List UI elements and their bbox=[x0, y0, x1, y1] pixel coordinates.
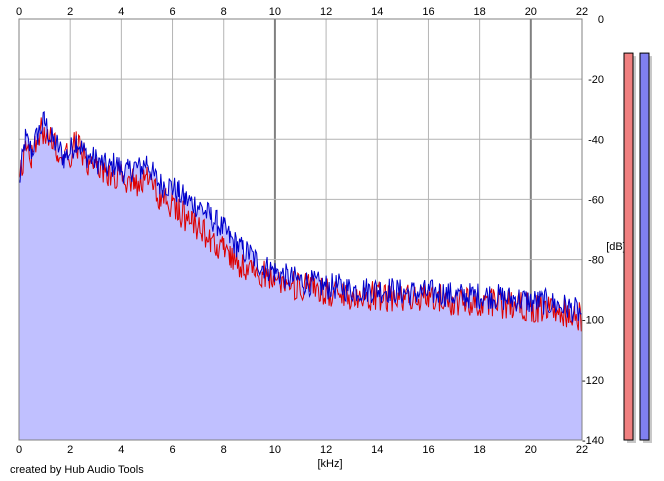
series-1-line bbox=[18, 111, 583, 323]
x-tick-label-top: 8 bbox=[221, 6, 227, 18]
y-ticks: 0 -20 -40 -60 -80 -100 -120 -140 bbox=[582, 14, 604, 447]
x-tick-label-top: 0 bbox=[16, 6, 22, 18]
y-tick-label: -60 bbox=[588, 194, 604, 206]
x-tick-label-bottom: 14 bbox=[371, 444, 383, 456]
x-tick-label-top: 18 bbox=[474, 6, 486, 18]
x-ticks-top: 0 2 4 6 8 10 12 14 16 18 20 22 bbox=[16, 6, 588, 18]
x-unit-label: [kHz] bbox=[317, 458, 342, 470]
plot-frame bbox=[18, 18, 583, 441]
credit-text: created by Hub Audio Tools bbox=[10, 464, 144, 476]
series-layer bbox=[18, 111, 583, 441]
x-tick-label-top: 16 bbox=[422, 6, 434, 18]
y-tick-label: -120 bbox=[582, 375, 604, 387]
x-tick-label-bottom: 22 bbox=[576, 444, 588, 456]
x-tick-label-bottom: 12 bbox=[320, 444, 332, 456]
x-tick-label-top: 10 bbox=[269, 6, 281, 18]
x-tick-label-top: 2 bbox=[67, 6, 73, 18]
y-tick-label: -20 bbox=[588, 74, 604, 86]
x-tick-label-top: 20 bbox=[525, 6, 537, 18]
x-tick-label-top: 4 bbox=[118, 6, 124, 18]
x-tick-label-bottom: 20 bbox=[525, 444, 537, 456]
y-tick-label: -80 bbox=[588, 255, 604, 267]
x-tick-label-bottom: 18 bbox=[474, 444, 486, 456]
y-tick-label: -40 bbox=[588, 134, 604, 146]
x-tick-label-top: 14 bbox=[371, 6, 383, 18]
x-tick-label-bottom: 0 bbox=[16, 444, 22, 456]
x-tick-label-bottom: 8 bbox=[221, 444, 227, 456]
level-meter-bar bbox=[639, 52, 650, 441]
x-tick-label-bottom: 10 bbox=[269, 444, 281, 456]
y-tick-label: -140 bbox=[582, 435, 604, 447]
y-unit-label: [dB] bbox=[606, 241, 626, 253]
x-tick-label-bottom: 2 bbox=[67, 444, 73, 456]
x-ticks-bottom: 0 2 4 6 8 10 12 14 16 18 20 22 bbox=[16, 444, 588, 456]
x-tick-label-bottom: 6 bbox=[169, 444, 175, 456]
series-2-line bbox=[18, 117, 583, 332]
x-tick-label-top: 22 bbox=[576, 6, 588, 18]
x-tick-label-bottom: 16 bbox=[422, 444, 434, 456]
x-tick-label-bottom: 4 bbox=[118, 444, 124, 456]
x-tick-label-top: 12 bbox=[320, 6, 332, 18]
x-tick-label-top: 6 bbox=[169, 6, 175, 18]
y-tick-label: -100 bbox=[582, 315, 604, 327]
level-meter-bar bbox=[623, 52, 634, 441]
level-meters bbox=[623, 52, 652, 443]
y-tick-label: 0 bbox=[598, 14, 604, 26]
